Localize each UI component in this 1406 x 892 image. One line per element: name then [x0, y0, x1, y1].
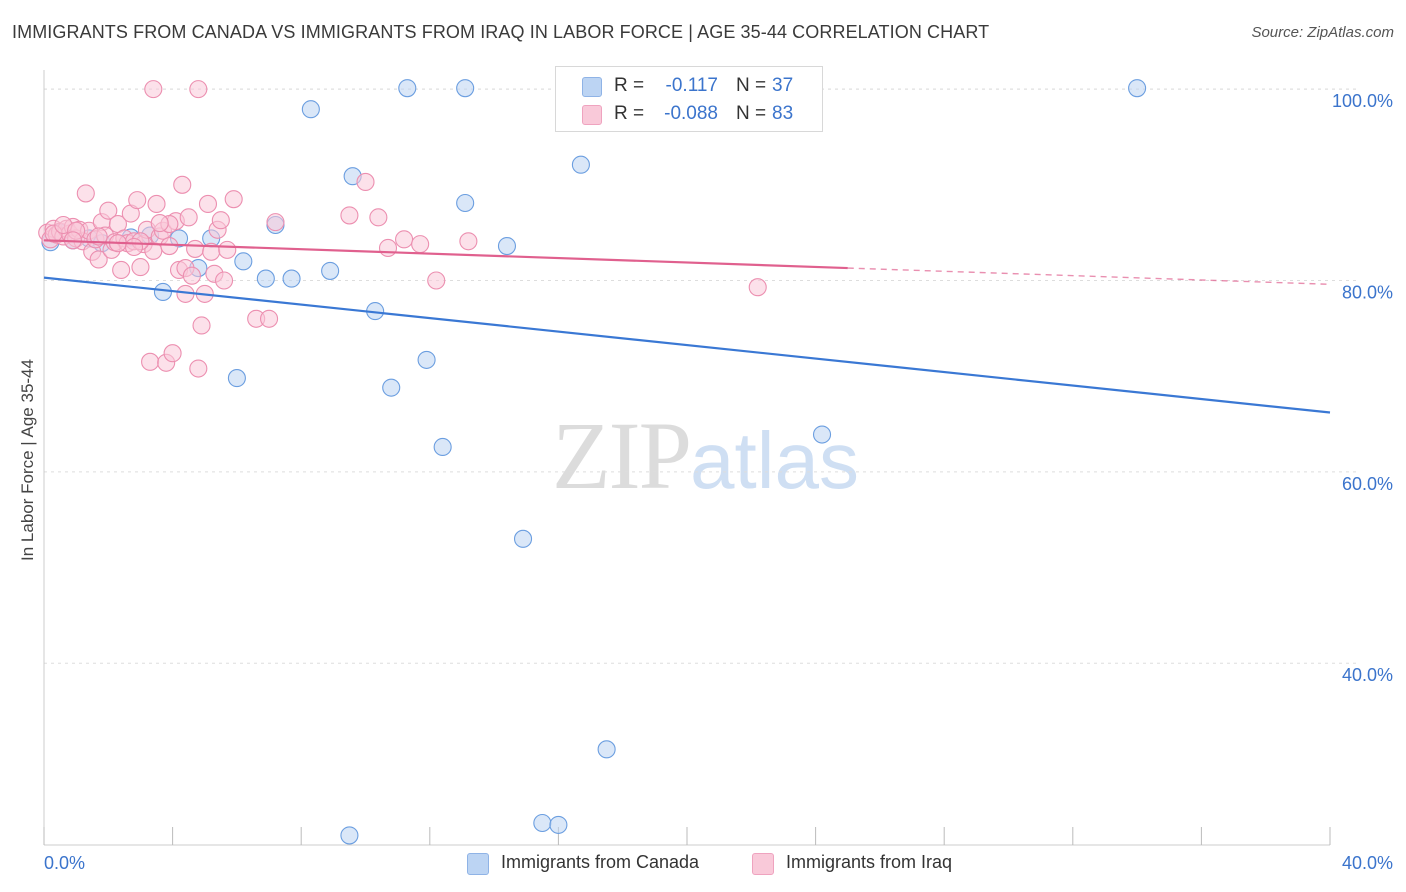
watermark-atlas: atlas: [690, 416, 859, 505]
point-canada: [256, 269, 275, 288]
point-canada: [234, 252, 253, 271]
y-axis-label: In Labor Force | Age 35-44: [18, 359, 37, 561]
point-iraq: [266, 213, 285, 232]
legend-n-label-iraq: N =: [736, 103, 767, 124]
point-iraq: [99, 201, 118, 220]
point-iraq: [356, 172, 375, 191]
point-canada: [340, 826, 359, 845]
point-iraq: [189, 359, 208, 378]
watermark-zip: ZIP: [552, 402, 692, 509]
point-canada: [282, 269, 301, 288]
point-canada: [301, 100, 320, 119]
series-label-iraq: Immigrants from Iraq: [786, 852, 953, 872]
y-tick-label: 60.0%: [1342, 474, 1393, 494]
point-canada: [497, 236, 517, 256]
point-iraq: [211, 211, 230, 230]
point-iraq: [128, 191, 147, 210]
point-iraq: [182, 266, 201, 285]
point-canada: [382, 378, 401, 397]
point-iraq: [173, 175, 192, 194]
series-label-canada: Immigrants from Canada: [501, 852, 700, 872]
source-label: Source: ZipAtlas.com: [1251, 24, 1394, 41]
point-canada: [321, 261, 340, 280]
point-iraq: [76, 184, 95, 203]
y-tick-label: 40.0%: [1342, 665, 1393, 685]
legend-r-value-iraq: -0.088: [664, 103, 718, 124]
x-tick-label-min: 0.0%: [44, 853, 85, 873]
legend-swatch-iraq: [582, 105, 602, 125]
correlation-legend: R = -0.117 N = 37 R = -0.088 N = 83: [555, 66, 823, 132]
trend-line-iraq: [43, 239, 848, 270]
point-iraq: [340, 206, 359, 225]
point-iraq: [214, 271, 234, 290]
point-iraq: [459, 232, 478, 251]
y-tick-label: 80.0%: [1342, 282, 1393, 302]
point-iraq: [198, 194, 218, 214]
point-canada: [513, 529, 533, 548]
series-swatch-iraq: [752, 853, 774, 875]
point-iraq: [748, 278, 767, 297]
chart-title: IMMIGRANTS FROM CANADA VS IMMIGRANTS FRO…: [12, 22, 990, 42]
point-canada: [398, 79, 417, 98]
trend-line-canada: [43, 276, 1331, 414]
point-iraq: [147, 194, 166, 214]
legend-r-label-iraq: R =: [614, 103, 645, 124]
point-canada: [1128, 79, 1147, 98]
point-canada: [153, 282, 173, 302]
watermark: ZIPatlas: [552, 400, 859, 511]
point-iraq: [218, 240, 237, 259]
point-canada: [456, 79, 475, 98]
point-iraq: [89, 250, 108, 269]
point-iraq: [131, 258, 150, 277]
legend-n-label-canada: N =: [736, 75, 767, 96]
point-canada: [417, 350, 436, 369]
point-iraq: [369, 208, 388, 227]
point-iraq: [124, 237, 144, 257]
point-iraq: [186, 239, 205, 258]
legend-n-value-iraq: 83: [772, 103, 794, 124]
trend-extension-iraq: [847, 267, 1331, 286]
point-iraq: [141, 352, 160, 371]
legend-r-value-canada: -0.117: [665, 75, 718, 96]
point-canada: [597, 740, 616, 759]
point-iraq: [160, 236, 179, 256]
point-iraq: [395, 230, 414, 249]
point-iraq: [224, 190, 243, 209]
point-iraq: [259, 309, 279, 328]
point-iraq: [427, 271, 446, 290]
series-swatch-canada: [467, 853, 489, 875]
point-canada: [571, 155, 590, 174]
point-iraq: [144, 80, 163, 99]
point-iraq: [179, 208, 198, 227]
point-iraq: [150, 214, 169, 233]
point-canada: [812, 425, 832, 444]
point-canada: [533, 813, 552, 833]
point-iraq: [378, 238, 398, 258]
point-iraq: [163, 344, 182, 363]
point-iraq: [189, 80, 208, 99]
legend-swatch-canada: [582, 77, 602, 97]
point-iraq: [89, 227, 108, 246]
legend-r-label-canada: R =: [614, 75, 645, 96]
point-canada: [433, 437, 452, 457]
point-canada: [549, 815, 568, 834]
point-iraq: [112, 260, 131, 280]
legend-n-value-canada: 37: [772, 75, 794, 96]
point-canada: [227, 369, 246, 388]
point-iraq: [411, 235, 430, 254]
point-iraq: [192, 316, 211, 335]
point-canada: [456, 193, 475, 213]
y-tick-label: 100.0%: [1332, 91, 1393, 111]
x-tick-label-max: 40.0%: [1342, 853, 1393, 873]
series-legend: Immigrants from Canada Immigrants from I…: [0, 852, 1406, 878]
